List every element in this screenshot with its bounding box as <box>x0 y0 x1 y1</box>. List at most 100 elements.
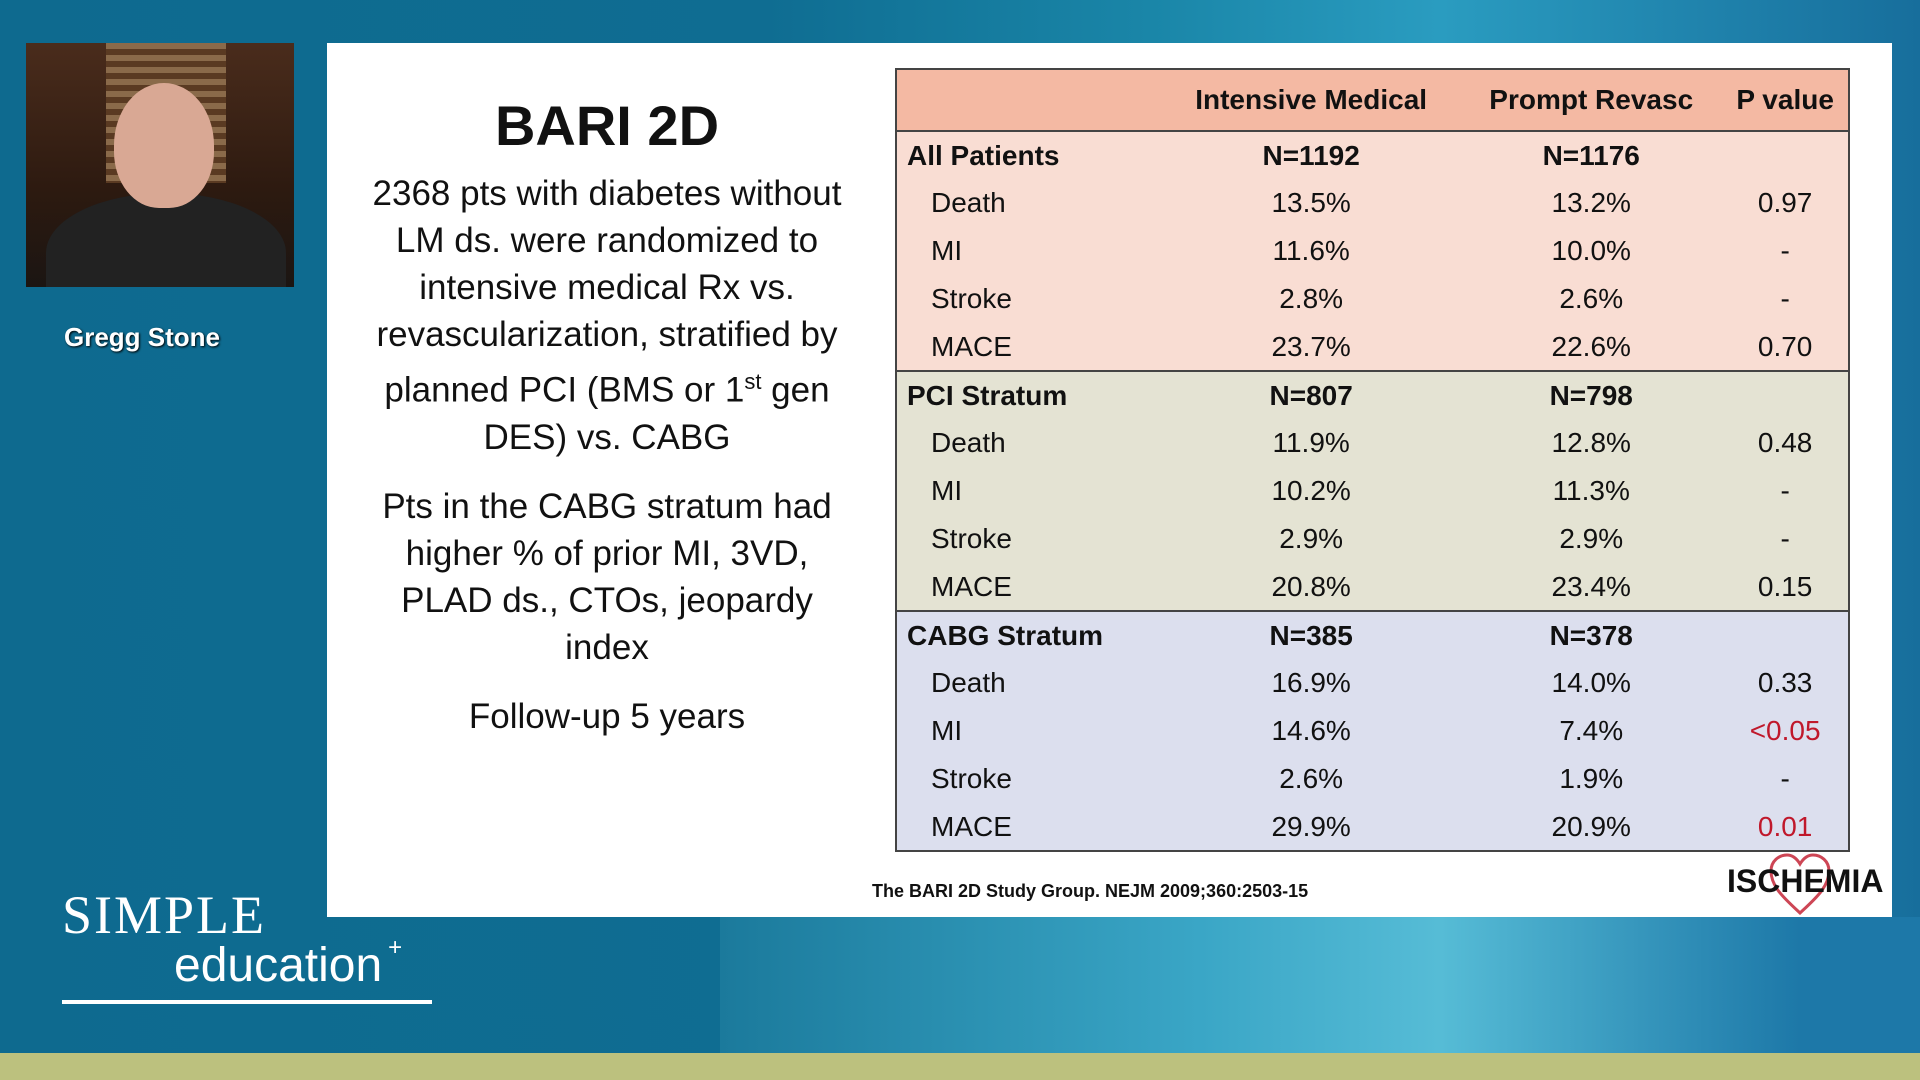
table-row: Death 13.5% 13.2% 0.97 <box>896 179 1849 227</box>
ischemia-logo: ISCHEMIA <box>1727 863 1884 899</box>
section-row: CABG Stratum N=385 N=378 <box>896 610 1849 659</box>
table-row: Death 16.9% 14.0% 0.33 <box>896 659 1849 707</box>
table-cell: 14.0% <box>1460 659 1723 707</box>
table-cell: 10.2% <box>1162 467 1461 515</box>
table-cell: Stroke <box>896 275 1163 323</box>
background-image <box>720 917 1920 1053</box>
section-n1: N=385 <box>1162 610 1461 659</box>
section-label: CABG Stratum <box>896 610 1163 659</box>
section-n1: N=1192 <box>1162 131 1461 179</box>
table-cell: - <box>1722 755 1849 803</box>
table-cell: MACE <box>896 563 1163 611</box>
empty-cell <box>1722 131 1849 179</box>
presenter-name: Gregg Stone <box>64 322 221 352</box>
column-header: Intensive Medical <box>1162 69 1461 132</box>
table-cell: 0.33 <box>1722 659 1849 707</box>
table-row: Stroke 2.6% 1.9% - <box>896 755 1849 803</box>
table-cell: <0.05 <box>1722 707 1849 755</box>
table-cell: - <box>1722 227 1849 275</box>
table-cell: MACE <box>896 323 1163 371</box>
table-cell: 20.9% <box>1460 803 1723 851</box>
table-row: MACE 20.8% 23.4% 0.15 <box>896 563 1849 611</box>
presenter-video <box>26 43 294 287</box>
text: gen DES) vs. CABG <box>483 370 830 457</box>
text: st <box>744 369 762 394</box>
logo-line2: education <box>174 939 383 992</box>
table-cell: 0.01 <box>1722 803 1849 851</box>
column-header: P value <box>1722 69 1849 132</box>
text: 2368 pts with diabetes without LM ds. we… <box>372 174 842 410</box>
section-row: PCI Stratum N=807 N=798 <box>896 370 1849 419</box>
table-cell: Death <box>896 659 1163 707</box>
table-cell: 10.0% <box>1460 227 1723 275</box>
section-n1: N=807 <box>1162 370 1461 419</box>
table-cell: 2.9% <box>1460 515 1723 563</box>
table-cell: Death <box>896 179 1163 227</box>
table-cell: 1.9% <box>1460 755 1723 803</box>
table-cell: 14.6% <box>1162 707 1461 755</box>
section-label: PCI Stratum <box>896 370 1163 419</box>
table-cell: - <box>1722 515 1849 563</box>
table-cell: Stroke <box>896 755 1163 803</box>
table-cell: 7.4% <box>1460 707 1723 755</box>
table-row: Death 11.9% 12.8% 0.48 <box>896 419 1849 467</box>
table-cell: MI <box>896 467 1163 515</box>
table-cell: 2.6% <box>1460 275 1723 323</box>
table-row: Stroke 2.8% 2.6% - <box>896 275 1849 323</box>
logo-mark: + <box>388 934 403 961</box>
table-cell: 2.6% <box>1162 755 1461 803</box>
section-n2: N=798 <box>1460 370 1723 419</box>
table-cell: 16.9% <box>1162 659 1461 707</box>
table-cell: 11.6% <box>1162 227 1461 275</box>
bottom-bar <box>0 1053 1920 1080</box>
table-cell: 23.7% <box>1162 323 1461 371</box>
table-cell: 2.8% <box>1162 275 1461 323</box>
empty-cell <box>1722 370 1849 419</box>
slide-title: BARI 2D <box>494 94 720 157</box>
table-cell: 0.15 <box>1722 563 1849 611</box>
table-cell: 0.48 <box>1722 419 1849 467</box>
table-cell: MACE <box>896 803 1163 851</box>
table-cell: 13.5% <box>1162 179 1461 227</box>
table-row: MACE 29.9% 20.9% 0.01 <box>896 803 1849 851</box>
table-row: Stroke 2.9% 2.9% - <box>896 515 1849 563</box>
simple-education-logo: SIMPLE education + <box>62 888 462 1004</box>
table-cell: 12.8% <box>1460 419 1723 467</box>
table-cell: 13.2% <box>1460 179 1723 227</box>
table-cell: 11.3% <box>1460 467 1723 515</box>
table-cell: 23.4% <box>1460 563 1723 611</box>
section-n2: N=378 <box>1460 610 1723 659</box>
table-cell: 0.70 <box>1722 323 1849 371</box>
table-row: MI 10.2% 11.3% - <box>896 467 1849 515</box>
section-row: All Patients N=1192 N=1176 <box>896 131 1849 179</box>
paragraph-cabg: Pts in the CABG stratum had higher % of … <box>382 486 832 667</box>
table-cell: Death <box>896 419 1163 467</box>
table-cell: - <box>1722 275 1849 323</box>
citation: The BARI 2D Study Group. NEJM 2009;360:2… <box>872 881 1309 901</box>
table-cell: 11.9% <box>1162 419 1461 467</box>
results-table: Intensive Medical Prompt Revasc P value Al… <box>895 68 1850 852</box>
logo-line1: SIMPLE <box>62 885 267 945</box>
paragraph-design: 2368 pts with diabetes without LM ds. we… <box>367 170 847 461</box>
table-cell: - <box>1722 467 1849 515</box>
text: 1 <box>724 370 745 410</box>
table-cell: Stroke <box>896 515 1163 563</box>
column-header <box>896 69 1163 132</box>
table-cell: 0.97 <box>1722 179 1849 227</box>
column-header: Prompt Revasc <box>1460 69 1723 132</box>
section-label: All Patients <box>896 131 1163 179</box>
paragraph-followup: Follow-up 5 years <box>468 696 746 736</box>
section-n2: N=1176 <box>1460 131 1723 179</box>
table-cell: 29.9% <box>1162 803 1461 851</box>
table-row: MI 14.6% 7.4% <0.05 <box>896 707 1849 755</box>
slide-text: BARI 2D 2368 pts with diabetes without L… <box>367 83 847 762</box>
table-cell: 2.9% <box>1162 515 1461 563</box>
slide: BARI 2D 2368 pts with diabetes without L… <box>327 43 1892 917</box>
heart-icon <box>1769 853 1831 916</box>
table-cell: MI <box>896 707 1163 755</box>
empty-cell <box>1722 610 1849 659</box>
table-cell: 20.8% <box>1162 563 1461 611</box>
table-cell: MI <box>896 227 1163 275</box>
table-cell: 22.6% <box>1460 323 1723 371</box>
table-row: MACE 23.7% 22.6% 0.70 <box>896 323 1849 371</box>
